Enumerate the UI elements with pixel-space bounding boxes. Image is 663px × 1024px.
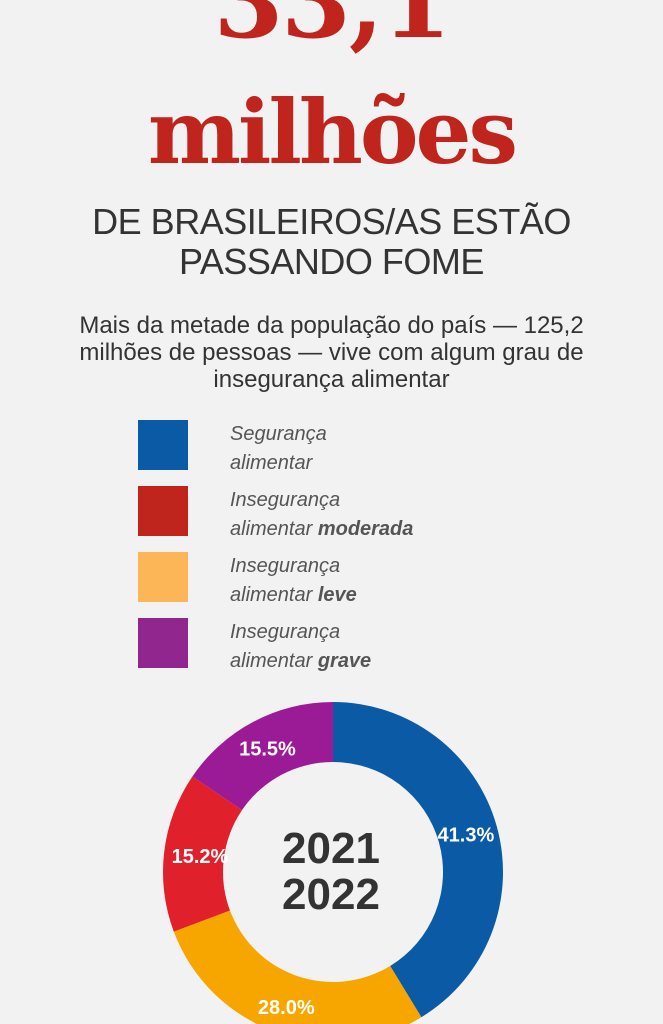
- legend-label: Insegurança alimentar leve: [230, 552, 357, 610]
- center-label-year-1: 2021: [282, 824, 380, 873]
- legend-swatch: [138, 420, 188, 470]
- legend-swatch: [138, 618, 188, 668]
- legend-swatch: [138, 486, 188, 536]
- headline-unit: milhões: [147, 80, 518, 184]
- donut-slice-label-3: 15.2%: [172, 846, 229, 868]
- legend-item-leve: Insegurança alimentar leve: [138, 552, 558, 608]
- headline-text: DE BRASILEIROS/AS ESTÃO PASSANDO FOME: [92, 201, 571, 282]
- donut-slice-4: [192, 702, 333, 811]
- legend-line2: alimentar: [230, 650, 318, 672]
- center-label-year-2: 2022: [282, 870, 380, 919]
- legend-item-grave: Insegurança alimentar grave: [138, 618, 558, 674]
- legend-label: Insegurança alimentar grave: [230, 618, 371, 676]
- donut-slice-label-2: 28.0%: [258, 997, 315, 1019]
- legend-line2: alimentar: [230, 452, 313, 474]
- legend-line2: alimentar: [230, 518, 318, 540]
- legend-line2-bold: moderada: [317, 518, 414, 540]
- donut-slice-2: [173, 910, 422, 1024]
- donut-chart: 41.3% 28.0% 15.2% 15.5% 2021 2022: [163, 702, 504, 1024]
- legend-line2-bold: leve: [317, 584, 357, 606]
- donut-slice-label-1: 41.3%: [438, 825, 495, 847]
- legend-item-moderada: Insegurança alimentar moderada: [138, 486, 558, 542]
- headline-number: 33,1: [213, 0, 452, 61]
- donut-slice-label-4: 15.5%: [239, 738, 296, 760]
- legend-label: Insegurança alimentar moderada: [230, 486, 413, 544]
- legend-line1: Insegurança: [230, 621, 341, 643]
- legend-label: Segurança alimentar: [230, 420, 327, 478]
- donut-slice-1: [333, 702, 504, 1018]
- legend-line1: Segurança: [230, 423, 327, 445]
- legend-line1: Insegurança: [230, 555, 341, 577]
- legend-line2: alimentar: [230, 584, 318, 606]
- legend-line2-bold: grave: [317, 650, 372, 672]
- legend-item-seguranca: Segurança alimentar: [138, 420, 558, 476]
- donut-slice-3: [163, 776, 243, 932]
- legend-line1: Insegurança: [230, 489, 341, 511]
- legend-swatch: [138, 552, 188, 602]
- subheadline: Mais da metade da população do país — 12…: [79, 312, 584, 393]
